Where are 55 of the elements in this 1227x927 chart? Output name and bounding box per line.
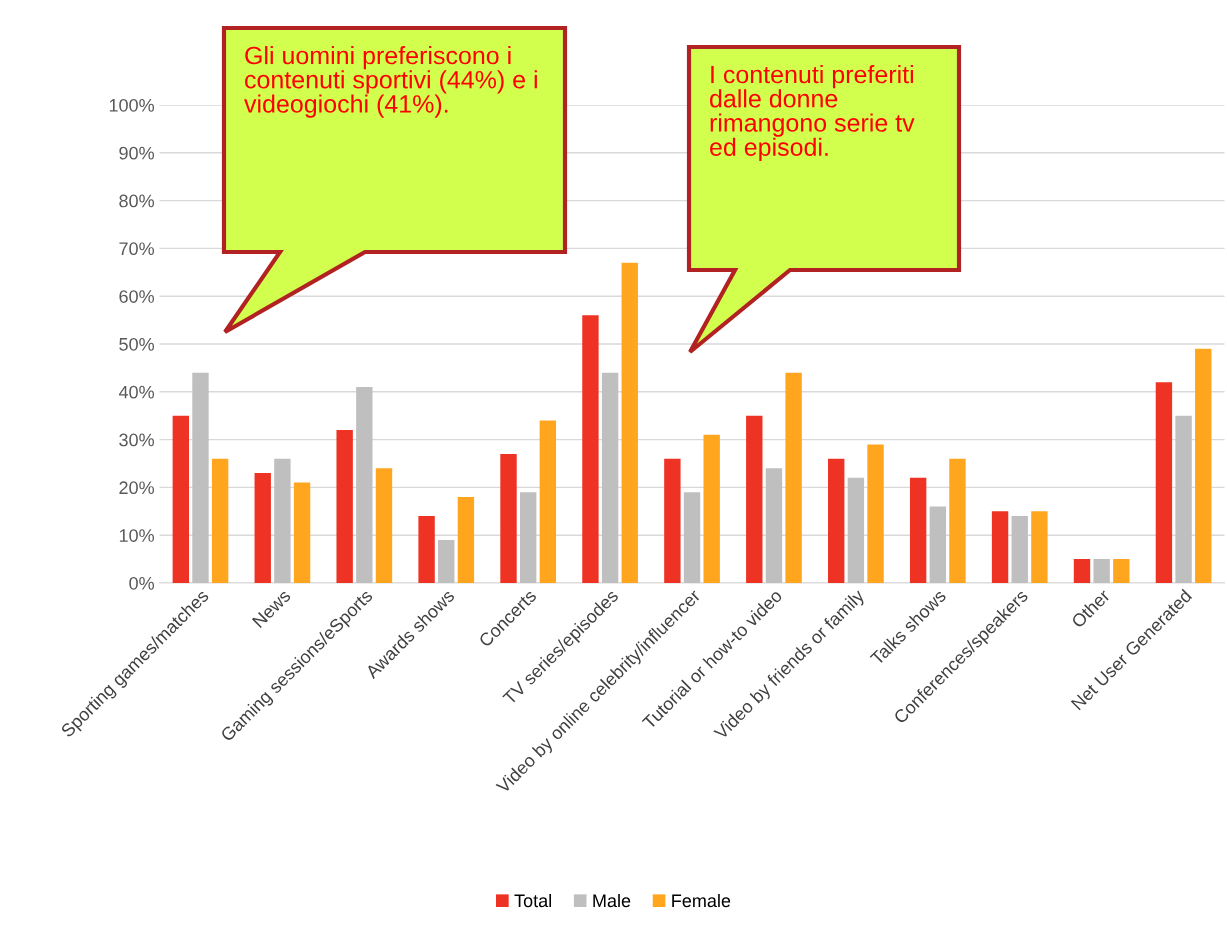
bar — [683, 492, 701, 583]
bar — [949, 458, 966, 583]
y-tick-label: 0% — [129, 576, 155, 590]
bar — [1195, 348, 1212, 583]
y-tick-label: 20% — [119, 481, 155, 495]
bar — [539, 420, 557, 583]
bar — [785, 372, 802, 583]
bar — [909, 477, 927, 583]
bar — [1113, 559, 1130, 583]
bar — [991, 511, 1009, 583]
bar — [293, 482, 311, 583]
y-tick-label: 10% — [119, 529, 155, 542]
bar — [438, 539, 455, 583]
bar — [457, 496, 475, 583]
bar — [1011, 516, 1028, 583]
bar — [356, 387, 373, 583]
y-tick-label: 60% — [119, 290, 155, 303]
legend-label: Female — [672, 893, 731, 908]
bar — [172, 415, 189, 583]
bar — [274, 458, 291, 583]
bar — [519, 492, 537, 583]
y-tick-label: 100% — [109, 98, 155, 112]
bar — [601, 372, 619, 583]
bar — [1031, 511, 1048, 583]
y-tick-label: 90% — [119, 146, 155, 160]
bar — [765, 468, 783, 583]
bar — [1175, 415, 1192, 583]
bar — [703, 434, 720, 583]
bar — [1073, 559, 1091, 583]
legend-label: Total — [514, 893, 551, 908]
bar — [375, 468, 393, 583]
bar — [500, 453, 517, 583]
bar — [746, 415, 763, 583]
bar — [418, 516, 435, 583]
bar — [664, 458, 681, 583]
bar — [192, 372, 209, 583]
bar — [254, 473, 271, 583]
legend-label: Male — [593, 893, 631, 908]
y-tick-label: 80% — [119, 194, 155, 208]
bar — [828, 458, 845, 583]
bar — [1093, 559, 1110, 583]
annotation: Gli uomini preferiscono i contenuti sportivi (44%) e i videogiochi (41%). — [244, 46, 537, 118]
y-tick-label: 40% — [118, 385, 155, 399]
annotation: I contenuti preferiti dalle donne rimangono serie tv ed episodi. — [710, 65, 915, 161]
bar — [847, 477, 865, 583]
bar — [929, 506, 946, 583]
bar — [621, 262, 638, 583]
y-tick-label: 50% — [119, 337, 155, 351]
bar — [582, 315, 599, 583]
bar — [1155, 382, 1173, 583]
y-tick-label: 30% — [119, 433, 155, 447]
bar — [336, 430, 353, 583]
bar — [867, 444, 884, 583]
bar — [211, 458, 229, 583]
y-tick-label: 70% — [119, 242, 155, 256]
